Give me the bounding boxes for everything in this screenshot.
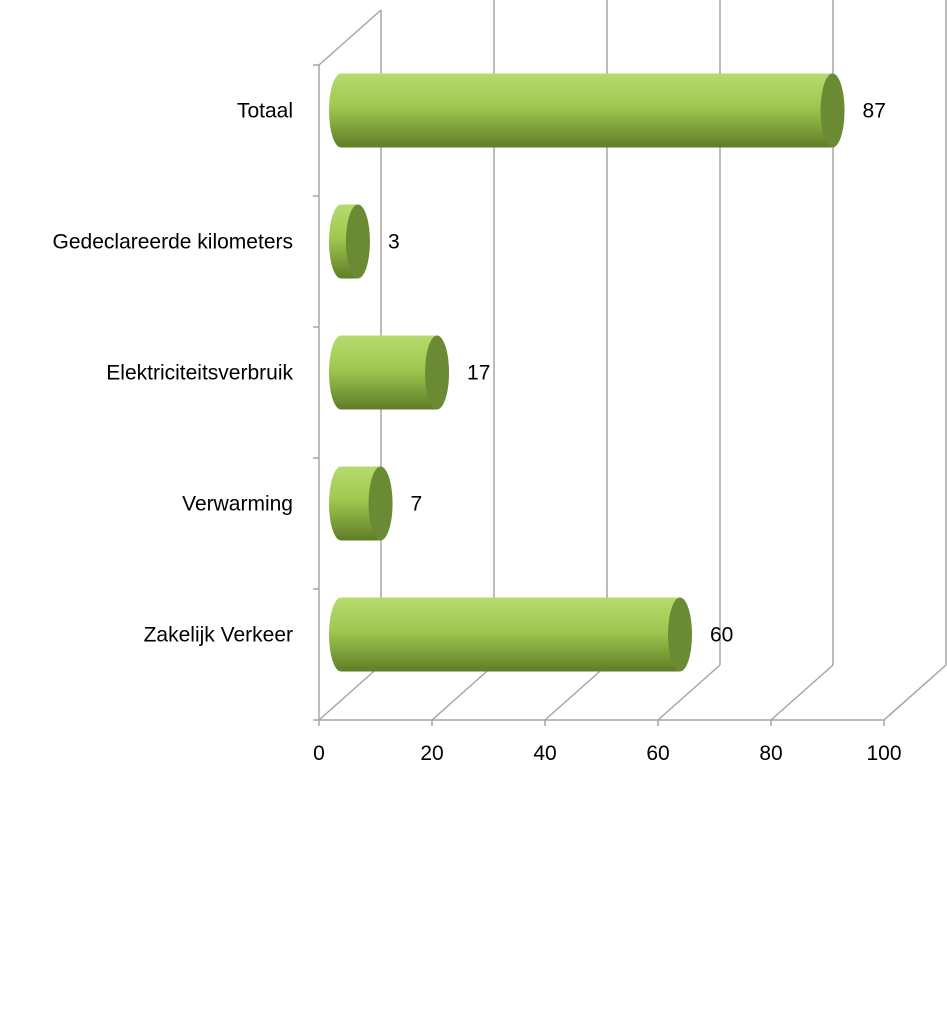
category-label: Zakelijk Verkeer — [144, 624, 293, 647]
x-tick-label: 60 — [646, 742, 669, 765]
x-tick-label: 20 — [420, 742, 443, 765]
bar-end-cap — [345, 204, 370, 279]
floor-gridline — [431, 664, 495, 721]
bar-end-cap — [368, 466, 393, 541]
x-tick-label: 40 — [533, 742, 556, 765]
category-label: Totaal — [237, 100, 293, 123]
x-tick-label: 100 — [866, 742, 901, 765]
floor-gridline — [657, 664, 721, 721]
category-label: Verwarming — [182, 493, 293, 516]
bar — [329, 335, 438, 410]
data-label: 87 — [863, 100, 886, 123]
data-label: 3 — [388, 231, 400, 254]
bar-end-cap — [820, 73, 845, 148]
bar — [329, 597, 680, 672]
floor-gridline — [544, 664, 608, 721]
data-label: 60 — [710, 624, 733, 647]
floor-gridline — [318, 664, 382, 721]
floor-gridline — [883, 664, 947, 721]
bar-end-cap — [668, 597, 692, 672]
floor-gridline — [770, 664, 834, 721]
bar — [329, 73, 833, 148]
category-label: Elektriciteitsverbruik — [106, 362, 293, 385]
y-axis-top-edge — [318, 9, 382, 66]
x-tick-label: 0 — [313, 742, 325, 765]
category-label: Gedeclareerde kilometers — [53, 231, 293, 254]
data-label: 17 — [467, 362, 490, 385]
bar — [329, 466, 381, 541]
bar-end-cap — [425, 335, 450, 410]
bars — [329, 73, 845, 672]
data-label: 7 — [411, 493, 423, 516]
labels: 0 20 40 60 80 100 60 Zakelijk Verkeer 7 Verwarmin… — [53, 100, 902, 766]
x-tick-label: 80 — [759, 742, 782, 765]
